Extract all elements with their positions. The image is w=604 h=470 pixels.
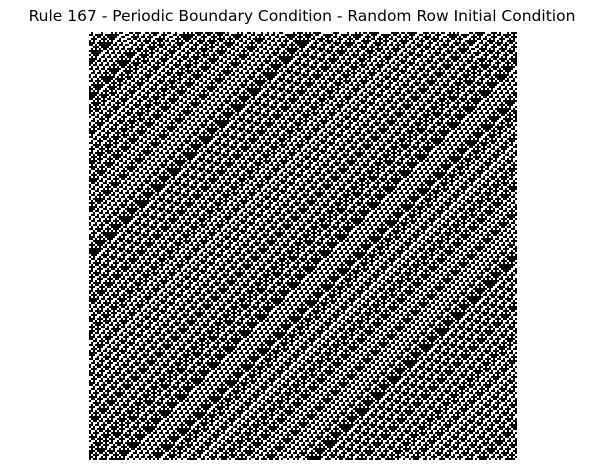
cellular-automaton-image — [89, 32, 517, 460]
figure-title: Rule 167 - Periodic Boundary Condition -… — [28, 7, 576, 25]
